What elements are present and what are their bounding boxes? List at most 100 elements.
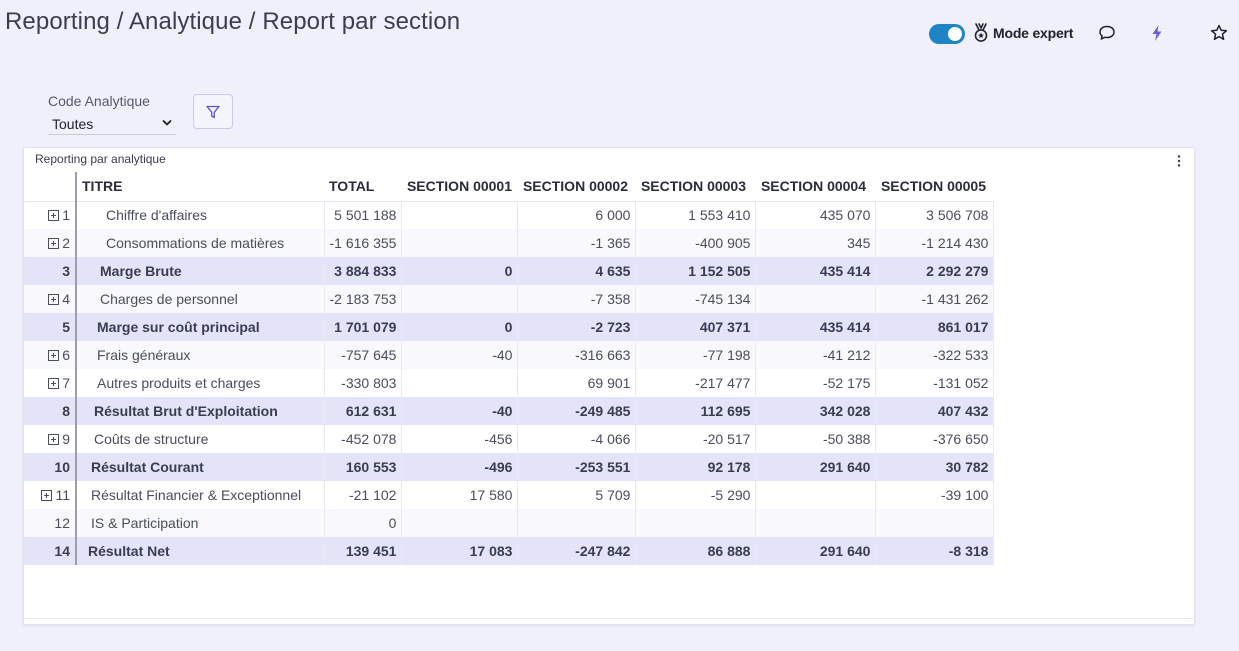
- expand-plus-icon[interactable]: [41, 490, 53, 501]
- value-cell: -5 290: [635, 481, 757, 509]
- table-row: 12 IS & Participation 0: [24, 509, 995, 537]
- header-section-00002[interactable]: SECTION 00002: [517, 172, 636, 202]
- comment-icon[interactable]: [1097, 23, 1117, 43]
- value-cell: 291 640: [755, 537, 877, 565]
- value-cell: 861 017: [875, 313, 995, 341]
- star-icon[interactable]: [1209, 23, 1229, 43]
- header-section-00003[interactable]: SECTION 00003: [635, 172, 756, 202]
- table-row: 9 Coûts de structure -452 078 -456 -4 066 -20…: [24, 425, 995, 453]
- header-section-00004[interactable]: SECTION 00004: [755, 172, 876, 202]
- row-index: 4: [62, 291, 70, 307]
- mode-expert-toggle[interactable]: [929, 24, 965, 44]
- expand-plus-icon[interactable]: [48, 238, 60, 249]
- value-cell: [755, 509, 877, 537]
- value-cell: 435 414: [755, 313, 877, 341]
- value-cell: 86 888: [635, 537, 757, 565]
- value-cell: 291 640: [755, 453, 877, 481]
- row-index-cell[interactable]: 6: [24, 341, 77, 369]
- row-title: Résultat Net: [76, 537, 325, 565]
- expand-plus-icon[interactable]: [48, 378, 60, 389]
- code-analytique-select[interactable]: Toutes: [48, 113, 176, 135]
- table-row: 5 Marge sur coût principal 1 701 079 0 -2 72…: [24, 313, 995, 341]
- expand-plus-icon[interactable]: [48, 434, 60, 445]
- row-title: Frais généraux: [76, 341, 325, 369]
- value-cell: 1 553 410: [635, 201, 757, 229]
- header-titre[interactable]: TITRE: [76, 172, 324, 202]
- value-cell: 5 501 188: [324, 201, 403, 229]
- table-header-row: TITRE TOTAL SECTION 00001 SECTION 00002 …: [24, 172, 994, 202]
- value-cell: -1 431 262: [875, 285, 995, 313]
- table-row: 10 Résultat Courant 160 553 -496 -253 551 92 …: [24, 453, 995, 481]
- table-row: 2 Consommations de matières -1 616 355 -1 3…: [24, 229, 995, 257]
- row-index-cell[interactable]: 7: [24, 369, 77, 397]
- value-cell: -50 388: [755, 425, 877, 453]
- filter-button[interactable]: [193, 94, 233, 129]
- row-title: Marge Brute: [76, 257, 325, 285]
- value-cell: [401, 229, 519, 257]
- value-cell: [755, 285, 877, 313]
- expand-plus-icon[interactable]: [48, 210, 60, 222]
- value-cell: 407 371: [635, 313, 757, 341]
- value-cell: -745 134: [635, 285, 757, 313]
- value-cell: -757 645: [324, 341, 403, 369]
- report-table: TITRE TOTAL SECTION 00001 SECTION 00002 …: [24, 172, 995, 565]
- code-analytique-filter: Code Analytique Toutes: [48, 93, 176, 135]
- row-index: 7: [62, 375, 70, 391]
- row-index: 1: [62, 207, 70, 224]
- row-index: 5: [62, 319, 70, 335]
- header-total[interactable]: TOTAL: [324, 172, 402, 202]
- row-index: 14: [54, 543, 70, 559]
- header-section-00001[interactable]: SECTION 00001: [401, 172, 518, 202]
- value-cell: -247 842: [517, 537, 637, 565]
- row-index-cell[interactable]: 2: [24, 229, 77, 257]
- row-index-cell: 5: [24, 313, 77, 341]
- value-cell: 0: [324, 509, 403, 537]
- value-cell: -1 214 430: [875, 229, 995, 257]
- row-index-cell[interactable]: 9: [24, 425, 77, 453]
- header-index: [24, 172, 77, 202]
- more-options-icon[interactable]: [1174, 153, 1184, 169]
- row-index-cell[interactable]: 1: [24, 201, 77, 229]
- row-index: 9: [62, 431, 70, 447]
- table-row: 11 Résultat Financier & Exceptionnel -21 1…: [24, 481, 995, 509]
- value-cell: 139 451: [324, 537, 403, 565]
- value-cell: 69 901: [517, 369, 637, 397]
- row-index-cell[interactable]: 4: [24, 285, 77, 313]
- panel-title: Reporting par analytique: [35, 152, 166, 166]
- value-cell: 612 631: [324, 397, 403, 425]
- row-title: Coûts de structure: [76, 425, 325, 453]
- lightning-icon[interactable]: [1147, 23, 1167, 43]
- expand-plus-icon[interactable]: [48, 294, 60, 305]
- table-row: 7 Autres produits et charges -330 803 69 90…: [24, 369, 995, 397]
- report-panel: Reporting par analytique TITRE TOTAL SEC…: [23, 147, 1195, 625]
- row-index-cell: 12: [24, 509, 77, 537]
- value-cell: 6 000: [517, 201, 637, 229]
- value-cell: -376 650: [875, 425, 995, 453]
- value-cell: 112 695: [635, 397, 757, 425]
- value-cell: 17 580: [401, 481, 519, 509]
- row-index-cell[interactable]: 11: [24, 481, 77, 509]
- value-cell: -217 477: [635, 369, 757, 397]
- filter-selected-value: Toutes: [52, 116, 94, 132]
- row-title: Résultat Courant: [76, 453, 325, 481]
- row-index-cell: 8: [24, 397, 77, 425]
- value-cell: -2 723: [517, 313, 637, 341]
- value-cell: 0: [401, 257, 519, 285]
- value-cell: 5 709: [517, 481, 637, 509]
- value-cell: -8 318: [875, 537, 995, 565]
- expand-plus-icon[interactable]: [48, 350, 60, 361]
- value-cell: -131 052: [875, 369, 995, 397]
- value-cell: -21 102: [324, 481, 403, 509]
- row-title: Chiffre d'affaires: [76, 201, 325, 229]
- header-section-00005[interactable]: SECTION 00005: [875, 172, 994, 202]
- top-actions: Mode expert: [919, 20, 1239, 46]
- value-cell: 4 635: [517, 257, 637, 285]
- value-cell: -456: [401, 425, 519, 453]
- value-cell: [401, 369, 519, 397]
- value-cell: [635, 509, 757, 537]
- value-cell: -7 358: [517, 285, 637, 313]
- row-title: IS & Participation: [76, 509, 325, 537]
- table-row: 8 Résultat Brut d'Exploitation 612 631 -40-…: [24, 397, 995, 425]
- row-title: Charges de personnel: [76, 285, 325, 313]
- value-cell: 407 432: [875, 397, 995, 425]
